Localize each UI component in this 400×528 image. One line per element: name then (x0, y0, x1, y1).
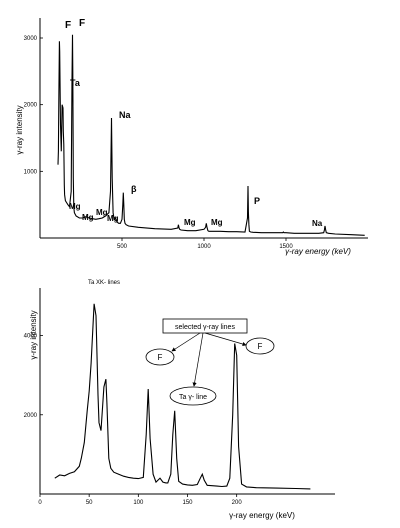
spectrum-line-top (57, 34, 365, 236)
y-tick-label: 3000 (24, 36, 38, 42)
peak-label-mg-1: Mg (69, 202, 81, 211)
arrow-to-f-2 (204, 332, 247, 347)
ta-xk-lines-label: Ta XK- lines (88, 280, 120, 286)
peak-label-na-2: Na (312, 219, 323, 228)
x-tick-label: 150 (182, 500, 193, 506)
x-tick-label: 1000 (197, 244, 211, 250)
x-axis-label-bottom: γ-ray energy (keV) (229, 511, 295, 520)
peak-label-mg-6: Mg (211, 218, 223, 227)
x-axis-label-top: γ-ray energy (keV) (285, 247, 351, 256)
peak-label-na-1: Na (119, 110, 131, 120)
chart-bottom: γ-ray intensity γ-ray energy (keV) 20004… (24, 280, 335, 520)
ta-gamma-line-label: Ta γ- line (179, 394, 207, 401)
peak-label-mg-3: Mg (107, 214, 119, 223)
x-tick-label: 500 (117, 244, 128, 250)
y-tick-label: 1000 (24, 169, 38, 175)
arrow-to-ta-gamma (192, 332, 204, 387)
peak-label-mg-5: Mg (184, 218, 196, 227)
spectrum-line-bottom (54, 303, 311, 490)
y-tick-label: 2000 (24, 103, 38, 109)
peak-label-p: P (254, 196, 260, 206)
x-tick-label: 1500 (279, 244, 293, 250)
peak-label-ta: Ta (70, 78, 81, 88)
y-axis-label-top: γ-ray intensity (15, 105, 24, 154)
ta-gamma-line-oval (169, 386, 217, 406)
peak-label-beta: β (131, 184, 137, 194)
x-tick-label: 0 (38, 500, 42, 506)
x-tick-label: 200 (232, 500, 243, 506)
peak-label-mg-2: Mg (96, 208, 108, 217)
f-oval-label-1: F (158, 353, 163, 362)
selected-lines-label: selected γ-ray lines (175, 324, 235, 331)
arrow-to-f-1 (171, 332, 201, 352)
f-oval-1 (145, 348, 175, 366)
chart-top: γ-ray intensity γ-ray energy (keV) 1000 2… (15, 18, 368, 256)
peak-label-mg-4: Mg (82, 213, 94, 222)
y-tick-label: 2000 (24, 413, 38, 419)
f-oval-label-2: F (258, 342, 263, 351)
x-tick-label: 50 (86, 500, 93, 506)
peak-label-f-2: F (79, 18, 85, 29)
peak-label-f-1: F (65, 20, 71, 31)
y-axis-label-bottom: γ-ray intensity (29, 310, 38, 359)
y-tick-label: 4000 (24, 334, 38, 340)
x-tick-label: 100 (133, 500, 144, 506)
